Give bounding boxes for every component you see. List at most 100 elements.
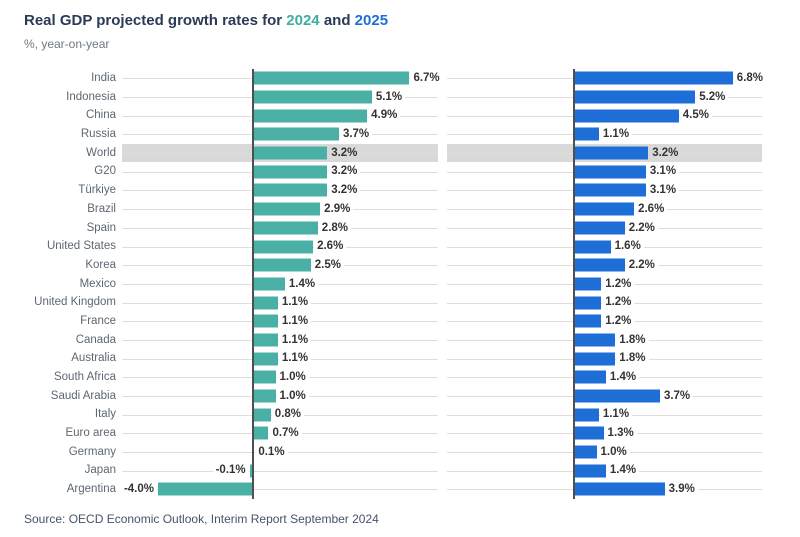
source-note: Source: OECD Economic Outlook, Interim R… <box>24 511 379 526</box>
category-label: United States <box>46 240 116 253</box>
bar-2024 <box>252 333 278 347</box>
chart-row: 2.9% <box>122 199 438 219</box>
zero-axis-line <box>573 69 575 499</box>
value-label: 1.8% <box>616 349 649 368</box>
leader-line <box>122 470 438 472</box>
chart-row: 3.2% <box>122 143 438 163</box>
chart-row: 1.0% <box>122 386 438 406</box>
bar-2024 <box>252 426 269 440</box>
bar-2025 <box>573 90 696 104</box>
bar-2025 <box>573 333 616 347</box>
title-text: Real GDP projected growth rates for <box>24 12 287 29</box>
value-label: 1.0% <box>276 368 309 387</box>
category-label: World <box>86 146 116 159</box>
category-label: Brazil <box>87 202 116 215</box>
chart-row: 2.5% <box>122 255 438 275</box>
value-label: 0.8% <box>271 405 305 425</box>
value-label: 3.7% <box>660 386 694 406</box>
value-label: 6.7% <box>410 69 443 88</box>
bar-2025 <box>573 445 597 459</box>
chart-row: 1.1% <box>447 405 762 425</box>
plot-2024: 6.7% 5.1% 4.9% 3.7% 3.2% 3.2% 3.2% 2.9% 2.8% 2.6%… <box>120 69 443 499</box>
category-label: Spain <box>86 221 116 234</box>
value-label: -0.1% <box>212 461 249 481</box>
value-label: 3.1% <box>646 162 680 182</box>
chart-row: 1.8% <box>447 330 762 350</box>
chart-row: 3.2% <box>122 162 438 182</box>
category-label: United Kingdom <box>34 296 116 309</box>
bar-2025 <box>573 146 649 160</box>
bar-2024 <box>252 389 276 403</box>
bar-2024 <box>252 408 271 422</box>
value-label: 1.1% <box>599 405 633 425</box>
category-label: Japan <box>84 464 116 477</box>
chart-row: 1.1% <box>447 125 762 144</box>
chart-row: -0.1% <box>122 461 438 481</box>
value-label: 1.1% <box>278 293 312 312</box>
chart-row: 2.8% <box>122 218 438 238</box>
chart-row: 0.7% <box>122 424 438 443</box>
bar-2025 <box>573 71 733 85</box>
category-label: Korea <box>85 258 116 271</box>
category-label: Indonesia <box>66 90 116 103</box>
chart-row: 3.1% <box>447 162 762 182</box>
bar-2025 <box>573 127 599 141</box>
chart-row: 5.2% <box>447 87 762 107</box>
bar-2025 <box>573 221 625 235</box>
bar-2025 <box>573 109 679 123</box>
chart-row: 1.0% <box>447 442 762 462</box>
category-label: Canada <box>75 333 116 346</box>
value-label: 2.5% <box>311 255 344 275</box>
value-label: 2.8% <box>318 218 352 238</box>
chart-title: Real GDP projected growth rates for 2024… <box>24 12 800 30</box>
chart-row: -4.0% <box>120 480 438 499</box>
bar-2025 <box>573 426 604 440</box>
chart-card: Real GDP projected growth rates for 2024… <box>24 12 800 526</box>
category-label: Australia <box>71 352 116 365</box>
chart-row: 1.4% <box>447 461 762 481</box>
value-label: 1.4% <box>606 461 640 481</box>
chart-row: 1.4% <box>447 368 762 387</box>
bar-2025 <box>573 482 665 496</box>
bar-2025 <box>573 370 606 384</box>
value-label: 1.1% <box>278 330 312 350</box>
category-label: Argentina <box>66 483 116 496</box>
value-label: 1.4% <box>285 274 319 294</box>
bar-2024 <box>252 221 318 235</box>
value-label: 1.4% <box>606 368 640 387</box>
title-conjunction: and <box>319 12 355 29</box>
chart-row: 3.9% <box>447 480 762 499</box>
value-label: 3.1% <box>646 181 680 200</box>
zero-axis-line <box>252 69 254 499</box>
bar-2024 <box>252 277 285 291</box>
chart-row: 3.7% <box>122 125 438 144</box>
category-label: France <box>80 314 116 327</box>
bar-2024 <box>252 258 311 272</box>
value-label: 2.6% <box>314 237 347 256</box>
value-label: 3.2% <box>328 162 361 182</box>
chart-subtitle: %, year-on-year <box>24 37 110 51</box>
category-label: Italy <box>94 408 116 421</box>
chart-row: 4.9% <box>122 106 438 126</box>
chart-row: 1.4% <box>122 274 438 294</box>
bar-2024 <box>252 127 339 141</box>
chart-row: 1.2% <box>447 293 762 312</box>
chart-row: 3.2% <box>122 181 438 200</box>
bar-2024 <box>252 202 321 216</box>
bar-2025 <box>573 183 646 197</box>
bar-2024 <box>252 352 278 366</box>
category-label: Mexico <box>79 277 116 290</box>
value-label: 2.9% <box>321 199 354 219</box>
chart-row: 1.2% <box>447 274 762 294</box>
value-label: 2.2% <box>625 218 658 238</box>
value-label: 1.1% <box>278 349 312 368</box>
value-label: 0.7% <box>269 424 302 443</box>
bar-2025 <box>573 408 599 422</box>
chart-row: 6.7% <box>122 69 443 88</box>
chart-row: 5.1% <box>122 87 438 107</box>
category-label: China <box>85 109 116 122</box>
bar-2025 <box>573 258 625 272</box>
bar-2024 <box>252 183 328 197</box>
bar-2025 <box>573 240 611 254</box>
title-year-2025: 2025 <box>354 12 389 29</box>
